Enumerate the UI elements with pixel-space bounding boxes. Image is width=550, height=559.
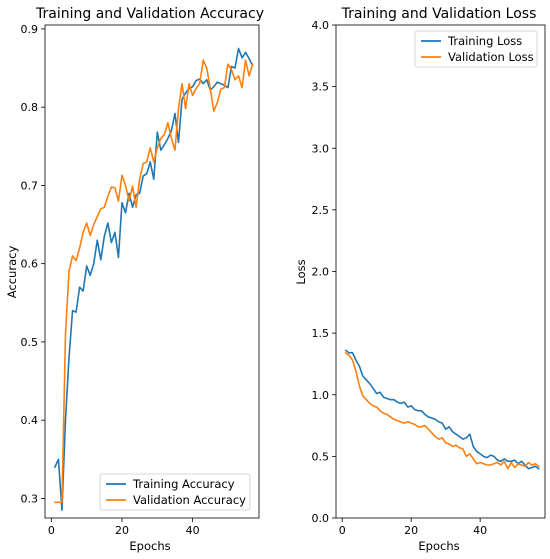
accuracy-y-axis-label: Accuracy	[5, 246, 19, 299]
accuracy-x-tick-label: 0	[48, 524, 55, 537]
loss-chart-title: Training and Validation Loss	[341, 6, 537, 22]
loss-y-tick-label: 0.5	[312, 450, 330, 463]
loss-y-tick-label: 1.5	[312, 327, 330, 340]
loss-legend: Training Loss Validation Loss	[414, 30, 538, 68]
accuracy-series-validation-accuracy-line	[54, 59, 254, 504]
loss-chart: Training and Validation Loss Epochs Loss…	[294, 6, 546, 553]
loss-x-tick-label: 20	[404, 524, 418, 537]
loss-y-tick-label: 1.0	[312, 389, 330, 402]
loss-y-tick-label: 0.0	[312, 512, 330, 525]
accuracy-chart-title: Training and Validation Accuracy	[35, 6, 264, 22]
loss-y-axis-label: Loss	[294, 259, 308, 284]
loss-y-tick-label: 3.5	[312, 81, 330, 94]
accuracy-y-tick-label: 0.6	[21, 258, 39, 271]
accuracy-x-tick-label: 40	[186, 524, 200, 537]
accuracy-y-tick-label: 0.5	[21, 336, 39, 349]
loss-y-tick-label: 3.0	[312, 142, 330, 155]
accuracy-x-tick-label: 20	[115, 524, 129, 537]
loss-legend-label: Training Loss	[447, 34, 522, 48]
accuracy-y-tick-label: 0.8	[21, 101, 39, 114]
accuracy-chart: Training and Validation Accuracy Epochs …	[5, 6, 264, 553]
accuracy-y-tick-label: 0.7	[21, 179, 39, 192]
loss-legend-label: Validation Loss	[448, 50, 534, 64]
loss-y-tick-label: 2.0	[312, 266, 330, 279]
accuracy-legend-label: Validation Accuracy	[133, 493, 246, 507]
accuracy-series-training-accuracy-line	[54, 47, 254, 511]
accuracy-y-tick-label: 0.3	[21, 492, 39, 505]
accuracy-plot-frame	[44, 24, 260, 519]
loss-y-tick-label: 2.5	[312, 204, 330, 217]
accuracy-y-tick-label: 0.4	[21, 414, 39, 427]
loss-x-axis-label: Epochs	[418, 539, 459, 553]
loss-x-tick-label: 40	[473, 524, 487, 537]
accuracy-legend-box	[99, 473, 251, 511]
loss-legend-box	[414, 30, 538, 68]
loss-series-validation-loss-line	[344, 352, 540, 470]
loss-series-training-loss-line	[344, 349, 540, 470]
accuracy-legend-label: Training Accuracy	[132, 477, 235, 491]
accuracy-legend: Training Accuracy Validation Accuracy	[99, 473, 251, 511]
loss-y-tick-label: 4.0	[312, 19, 330, 32]
loss-plot-frame	[335, 24, 546, 519]
accuracy-y-tick-label: 0.9	[21, 23, 39, 36]
accuracy-x-axis-label: Epochs	[129, 539, 170, 553]
loss-x-tick-label: 0	[339, 524, 346, 537]
